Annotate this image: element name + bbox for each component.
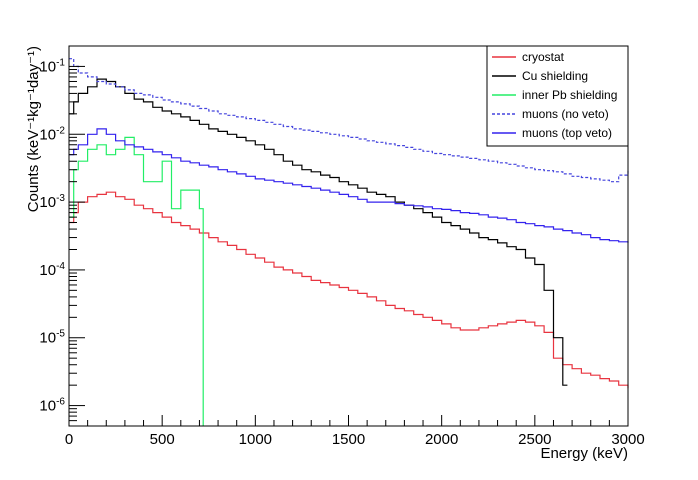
ticks-layer: [68, 45, 629, 427]
x-tick-label: 1500: [332, 431, 365, 448]
y-tick-label: 10-4: [39, 261, 65, 279]
y-tick-label: 10-5: [39, 329, 65, 347]
x-tick-label: 2000: [425, 431, 458, 448]
legend: cryostat Cu shielding inner Pb shielding mu…: [486, 45, 629, 147]
y-tick-label: 10-6: [39, 397, 65, 415]
series-line-muons-no-veto: [69, 58, 629, 183]
y-tick-label: 10-1: [39, 57, 65, 75]
series-layer: [69, 58, 629, 426]
legend-label: cryostat: [522, 50, 565, 64]
legend-label: Cu shielding: [522, 69, 588, 83]
series-line-cu-shielding: [69, 78, 568, 386]
legend-entry-muons-top-veto: muons (top veto): [492, 126, 612, 140]
y-tick-label: 10-3: [39, 193, 65, 211]
x-axis-title: Energy (keV): [540, 445, 628, 462]
ticklabel-layer: 0 500 1000 1500 2000 2500 3000 10-6 10-5 10-4 10-3…: [39, 57, 644, 448]
series-line-muons-top-veto: [69, 128, 629, 243]
legend-entry-cu-shielding: Cu shielding: [492, 69, 588, 83]
legend-entries: cryostat Cu shielding inner Pb shielding mu…: [492, 50, 617, 140]
legend-box: [486, 45, 629, 147]
x-tick-label: 3000: [611, 431, 644, 448]
y-tick-label: 10-2: [39, 125, 65, 143]
legend-entry-muons-no-veto: muons (no veto): [492, 107, 609, 121]
legend-label: muons (no veto): [522, 107, 609, 121]
x-tick-label: 1000: [239, 431, 272, 448]
x-tick-label: 2500: [518, 431, 551, 448]
x-tick-label: 0: [65, 431, 73, 448]
legend-label: inner Pb shielding: [522, 88, 617, 102]
series-line-cryostat: [69, 191, 629, 389]
x-tick-label: 500: [150, 431, 175, 448]
series-line-inner-pb-shielding: [69, 136, 204, 426]
legend-entry-cryostat: cryostat: [492, 50, 565, 64]
y-axis-title: Counts (keV⁻¹kg⁻¹day⁻¹): [25, 46, 42, 212]
legend-entry-inner-pb-shielding: inner Pb shielding: [492, 88, 617, 102]
legend-label: muons (top veto): [522, 126, 612, 140]
